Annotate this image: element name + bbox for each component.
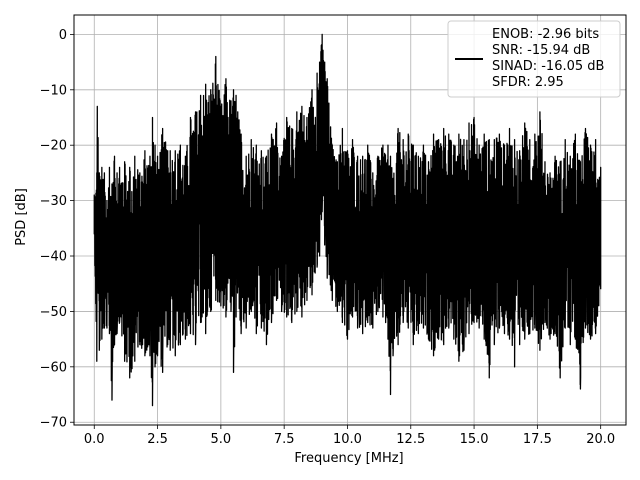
y-tick-label: −40 — [40, 250, 67, 265]
y-tick-label: 0 — [59, 28, 67, 43]
x-tick-label: 12.5 — [396, 432, 425, 447]
legend-sinad: SINAD: -16.05 dB — [492, 59, 604, 74]
y-tick-label: −60 — [40, 360, 67, 375]
series-psd — [93, 33, 602, 407]
x-tick-label: 0.0 — [84, 432, 105, 447]
x-axis: 0.0 2.5 5.0 7.5 10.0 12.5 15.0 17.5 20.0 — [84, 425, 615, 447]
x-tick-label: 10.0 — [333, 432, 362, 447]
plot-frame — [73, 14, 627, 426]
y-axis-label: PSD [dB] — [14, 188, 29, 246]
x-tick-label: 17.5 — [523, 432, 552, 447]
x-axis-label: Frequency [MHz] — [294, 451, 403, 466]
legend-sfdr: SFDR: 2.95 — [492, 75, 564, 90]
legend: ENOB: -2.96 bits SNR: -15.94 dB SINAD: -… — [447, 20, 621, 98]
x-tick-label: 20.0 — [586, 432, 615, 447]
psd-line — [93, 33, 602, 407]
x-tick-label: 7.5 — [274, 432, 295, 447]
y-tick-label: −20 — [40, 139, 67, 154]
y-tick-label: −70 — [40, 416, 67, 431]
y-tick-label: −50 — [40, 305, 67, 320]
x-tick-label: 5.0 — [211, 432, 232, 447]
legend-box — [447, 20, 621, 98]
legend-enob: ENOB: -2.96 bits — [492, 27, 599, 42]
y-tick-label: −10 — [40, 83, 67, 98]
legend-snr: SNR: -15.94 dB — [492, 43, 590, 58]
y-axis: 0 −10 −20 −30 −40 −50 −60 −70 — [40, 28, 74, 431]
y-tick-label: −30 — [40, 194, 67, 209]
x-tick-label: 2.5 — [147, 432, 168, 447]
x-tick-label: 15.0 — [460, 432, 489, 447]
